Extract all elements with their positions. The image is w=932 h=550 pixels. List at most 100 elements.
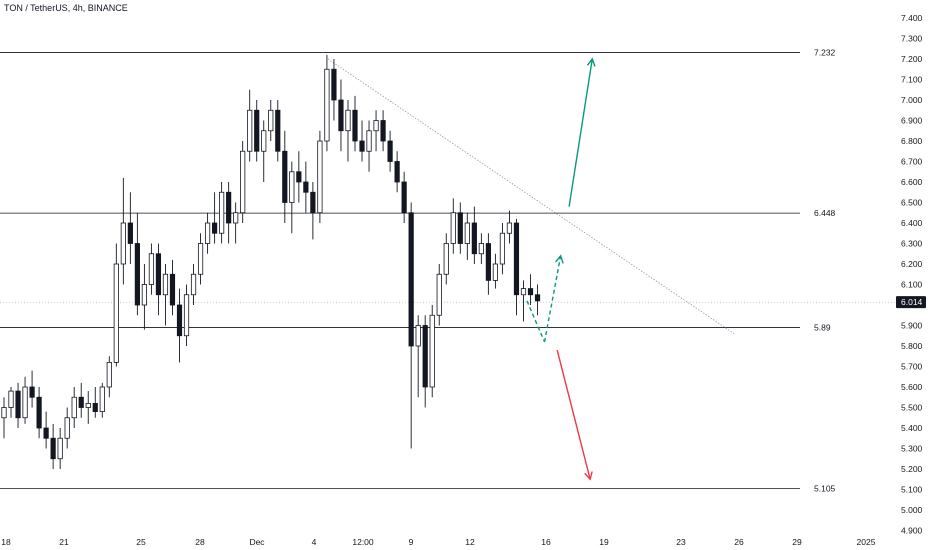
- candle-body: [204, 222, 211, 244]
- candle: [506, 210, 513, 244]
- candle-body: [43, 427, 49, 439]
- candle-body: [190, 273, 197, 296]
- candle-body: [394, 161, 400, 183]
- candle: [436, 264, 442, 326]
- candle: [338, 79, 344, 152]
- price-tick-label: 7.400: [901, 13, 923, 23]
- candle: [415, 315, 421, 398]
- candle-body: [134, 243, 140, 306]
- candle-body: [113, 263, 119, 363]
- candle: [36, 387, 42, 439]
- time-tick-label: 12:00: [352, 537, 374, 547]
- candle: [289, 161, 295, 234]
- candle: [478, 233, 484, 264]
- candle-body: [148, 253, 155, 285]
- chart-title: TON / TetherUS, 4h, BINANCE: [4, 3, 128, 13]
- candle: [155, 243, 162, 316]
- candle: [22, 376, 28, 424]
- candle: [429, 305, 435, 398]
- candle: [57, 428, 63, 469]
- projection-arrows: [526, 57, 596, 481]
- current-price-badge: [896, 296, 926, 309]
- candle-body: [429, 314, 435, 388]
- arrowhead-dashed-up: [555, 254, 564, 264]
- candle-body: [387, 140, 393, 162]
- candle: [303, 161, 309, 213]
- candle: [99, 382, 105, 418]
- candle: [373, 110, 379, 152]
- arrowhead-arrow-down: [584, 471, 593, 481]
- candle: [78, 382, 84, 418]
- projection-dashed-up: [543, 255, 562, 343]
- candle: [366, 120, 372, 172]
- candle-body: [513, 222, 520, 296]
- candle-body: [226, 191, 232, 224]
- time-tick-label: 26: [734, 537, 744, 547]
- candle-body: [155, 253, 162, 296]
- candle-body: [317, 140, 323, 214]
- level-label-0: 7.232: [814, 47, 836, 57]
- candle-body: [499, 232, 506, 265]
- candle: [359, 120, 365, 162]
- price-tick-label: 5.400: [901, 423, 923, 433]
- candle: [520, 280, 527, 322]
- candle-body: [120, 222, 126, 265]
- candles: [1, 54, 541, 469]
- time-tick-label: 9: [409, 537, 414, 547]
- time-tick-label: 28: [195, 537, 205, 547]
- projection-arrow-down: [556, 349, 591, 480]
- candle: [275, 100, 281, 162]
- candle-body: [345, 109, 351, 132]
- candle: [254, 100, 260, 162]
- projection-arrow-up: [568, 58, 593, 207]
- candle: [443, 233, 449, 285]
- price-tick-label: 6.200: [901, 259, 923, 269]
- candle-body: [443, 243, 449, 275]
- time-tick-label: 23: [676, 537, 686, 547]
- candle-body: [50, 437, 56, 460]
- candle-body: [85, 402, 91, 408]
- candle-body: [380, 120, 386, 142]
- candle-body: [176, 304, 183, 337]
- price-tick-label: 5.200: [901, 464, 923, 474]
- candle: [1, 397, 7, 439]
- price-axis: 7.400 7.300 7.200 7.100 7.000 6.900 6.800 6.700…: [896, 13, 926, 536]
- candle: [8, 387, 14, 418]
- candle-body: [141, 284, 147, 306]
- candle-body: [169, 273, 176, 306]
- candle-body: [457, 212, 463, 244]
- candle: [50, 423, 56, 469]
- candle-body: [331, 68, 337, 101]
- candle-body: [29, 386, 35, 398]
- candle-body: [401, 181, 407, 214]
- candle: [380, 110, 386, 152]
- candle-body: [415, 325, 421, 347]
- time-tick-label: 16: [541, 537, 551, 547]
- projection-dashed-down: [526, 300, 546, 343]
- price-tick-label: 5.100: [901, 485, 923, 495]
- candle-body: [324, 68, 330, 142]
- candle: [120, 177, 126, 285]
- time-tick-label: 29: [792, 537, 802, 547]
- candle: [141, 264, 147, 330]
- candle: [261, 120, 267, 182]
- candle: [387, 130, 393, 172]
- candle-body: [422, 325, 428, 388]
- candle: [190, 264, 197, 305]
- candle-body: [303, 181, 309, 193]
- price-tick-label: 5.700: [901, 362, 923, 372]
- price-tick-label: 7.200: [901, 54, 923, 64]
- price-tick-label: 6.800: [901, 136, 923, 146]
- candle-body: [436, 273, 442, 316]
- candle: [162, 264, 169, 326]
- candle: [183, 284, 190, 346]
- price-tick-label: 6.400: [901, 218, 923, 228]
- candle-body: [240, 150, 246, 214]
- candle-body: [282, 150, 288, 203]
- candle-body: [261, 130, 267, 152]
- candle-body: [106, 361, 112, 388]
- candle-body: [219, 191, 225, 234]
- candle-body: [478, 243, 484, 255]
- time-axis: 18 21 25 28 Dec 4 12:00 9 12 16 19 23 26 29 2025: [1, 537, 875, 547]
